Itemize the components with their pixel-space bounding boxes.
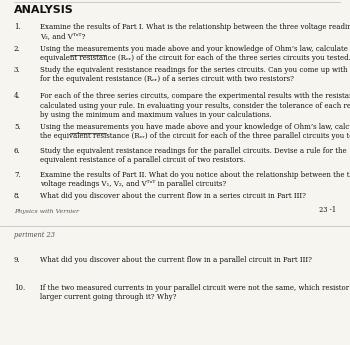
Text: 1.: 1. xyxy=(14,23,21,31)
Text: Study the equivalent resistance readings for the parallel circuits. Devise a rul: Study the equivalent resistance readings… xyxy=(40,147,347,164)
Text: If the two measured currents in your parallel circuit were not the same, which r: If the two measured currents in your par… xyxy=(40,284,350,301)
Text: periment 23: periment 23 xyxy=(14,231,55,239)
Text: Examine the results of Part II. What do you notice about the relationship betwee: Examine the results of Part II. What do … xyxy=(40,171,350,188)
Text: Using the measurements you made above and your knowledge of Ohm’s law, calculate: Using the measurements you made above an… xyxy=(40,45,350,62)
Text: Using the measurements you have made above and your knowledge of Ohm’s law, calc: Using the measurements you have made abo… xyxy=(40,123,350,140)
Text: 4.: 4. xyxy=(14,92,21,100)
Text: For each of the three series circuits, compare the experimental results with the: For each of the three series circuits, c… xyxy=(40,92,350,119)
Text: Physics with Vernier: Physics with Vernier xyxy=(14,209,79,214)
Text: ANALYSIS: ANALYSIS xyxy=(14,6,74,16)
Text: What did you discover about the current flow in a parallel circuit in Part III?: What did you discover about the current … xyxy=(40,256,312,264)
Text: 23 -1: 23 -1 xyxy=(319,206,336,214)
Text: 7.: 7. xyxy=(14,171,21,179)
Text: 9.: 9. xyxy=(14,256,21,264)
Text: 10.: 10. xyxy=(14,284,25,292)
Text: Examine the results of Part I. What is the relationship between the three voltag: Examine the results of Part I. What is t… xyxy=(40,23,350,40)
Text: 6.: 6. xyxy=(14,147,21,155)
Text: 3.: 3. xyxy=(14,66,21,74)
Text: What did you discover about the current flow in a series circuit in Part III?: What did you discover about the current … xyxy=(40,193,306,200)
Text: 5.: 5. xyxy=(14,123,21,131)
Text: 8.: 8. xyxy=(14,193,21,200)
Text: Study the equivalent resistance readings for the series circuits. Can you come u: Study the equivalent resistance readings… xyxy=(40,66,350,83)
Text: 2.: 2. xyxy=(14,45,21,52)
